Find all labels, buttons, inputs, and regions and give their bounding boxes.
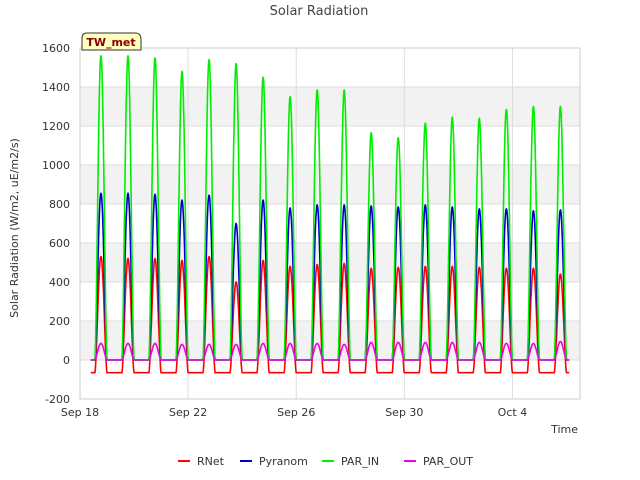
chart-title: Solar Radiation xyxy=(270,4,369,19)
legend-label: PAR_OUT xyxy=(423,455,473,468)
y-tick-label: 1600 xyxy=(42,42,70,55)
y-tick-label: -200 xyxy=(45,393,70,406)
station-badge: TW_met xyxy=(81,32,142,51)
legend-label: PAR_IN xyxy=(341,455,379,468)
plot-frame xyxy=(79,47,581,400)
y-tick-label: 200 xyxy=(49,315,70,328)
x-axis-label: Time xyxy=(550,423,578,436)
grid-band xyxy=(80,165,580,204)
plot-background xyxy=(80,48,580,399)
legend-label: Pyranom xyxy=(259,455,308,468)
legend: RNet Pyranom PAR_IN PAR_OUT xyxy=(178,455,473,468)
y-tick-labels: -200 0 200 400 600 800 1000 1200 1400 1600 xyxy=(42,42,70,406)
x-tick-labels: Sep 18 Sep 22 Sep 26 Sep 30 Oct 4 xyxy=(61,406,527,419)
y-tick-label: 0 xyxy=(63,354,70,367)
x-tick-label: Sep 22 xyxy=(169,406,207,419)
y-tick-label: 1400 xyxy=(42,81,70,94)
y-tick-label: 1200 xyxy=(42,120,70,133)
y-tick-label: 400 xyxy=(49,276,70,289)
y-tick-label: 800 xyxy=(49,198,70,211)
y-tick-label: 600 xyxy=(49,237,70,250)
x-tick-label: Sep 18 xyxy=(61,406,99,419)
badge-label: TW_met xyxy=(86,36,135,49)
y-tick-label: 1000 xyxy=(42,159,70,172)
legend-label: RNet xyxy=(197,455,225,468)
grid-band xyxy=(80,321,580,360)
series-group xyxy=(90,55,570,374)
grid-band xyxy=(80,87,580,126)
y-axis-label: Solar Radiation (W/m2, uE/m2/s) xyxy=(8,138,21,318)
x-tick-label: Sep 26 xyxy=(277,406,315,419)
x-tick-label: Oct 4 xyxy=(498,406,528,419)
series-line-par-out xyxy=(90,340,570,361)
series-line-rnet xyxy=(90,255,570,374)
x-tick-label: Sep 30 xyxy=(385,406,423,419)
grid-band xyxy=(80,243,580,282)
